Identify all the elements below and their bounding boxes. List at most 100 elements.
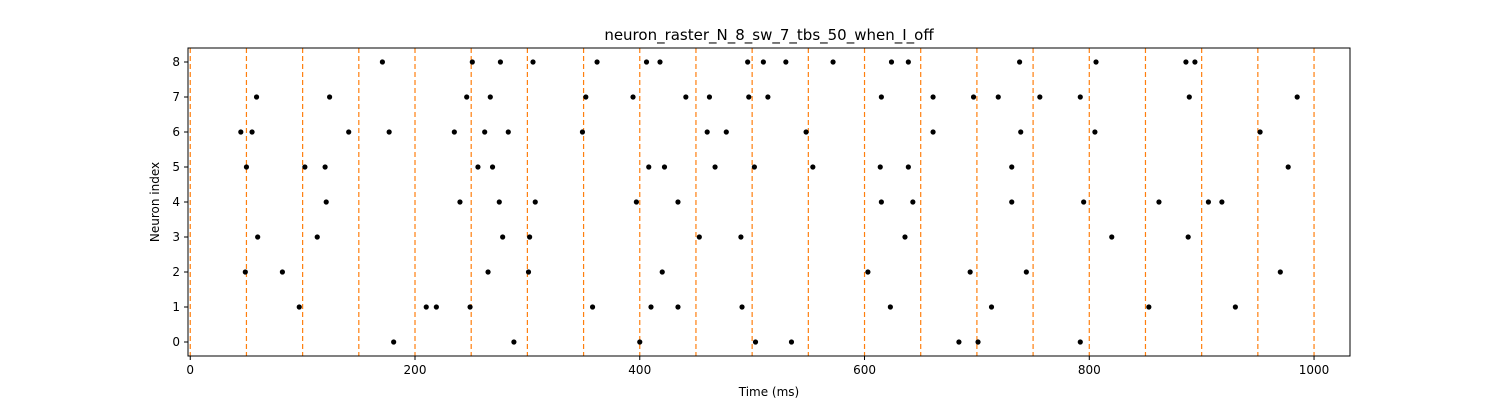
spike-point bbox=[902, 234, 908, 240]
spike-point bbox=[423, 304, 429, 310]
spike-point bbox=[930, 129, 936, 135]
spike-point bbox=[659, 269, 665, 275]
spike-point bbox=[633, 199, 639, 205]
x-tick-label: 0 bbox=[186, 363, 194, 377]
spike-point bbox=[643, 59, 650, 65]
y-tick-label: 8 bbox=[172, 55, 180, 69]
spike-point bbox=[238, 129, 244, 135]
spike-point bbox=[497, 59, 504, 65]
y-tick-label: 1 bbox=[172, 300, 180, 314]
spike-point bbox=[675, 304, 681, 310]
spike-point bbox=[745, 59, 751, 65]
spike-point bbox=[511, 339, 517, 345]
x-axis-ticks: 0 200 400 600 800 1000 bbox=[186, 356, 1329, 377]
spike-point bbox=[905, 164, 911, 170]
spike-point bbox=[482, 129, 488, 135]
spike-point bbox=[810, 164, 816, 170]
spike-point bbox=[930, 94, 936, 100]
spike-point bbox=[386, 129, 392, 135]
spike-point bbox=[249, 129, 255, 135]
spike-point bbox=[988, 304, 995, 310]
spike-point bbox=[1018, 129, 1024, 135]
spike-point bbox=[527, 234, 533, 240]
spike-point bbox=[995, 94, 1001, 100]
y-tick-label: 5 bbox=[172, 160, 180, 174]
spike-point bbox=[1186, 94, 1192, 100]
spike-point bbox=[956, 339, 962, 345]
spike-point bbox=[788, 339, 795, 345]
spike-point bbox=[751, 164, 757, 170]
spike-point bbox=[500, 234, 506, 240]
spike-point bbox=[830, 59, 836, 65]
spike-point bbox=[887, 304, 893, 310]
spike-point bbox=[525, 269, 532, 275]
spike-point bbox=[489, 164, 496, 170]
spike-point bbox=[485, 269, 491, 275]
spike-point bbox=[1285, 164, 1291, 170]
spike-point bbox=[760, 59, 766, 65]
y-tick-label: 0 bbox=[172, 335, 180, 349]
spike-point bbox=[530, 59, 536, 65]
plot-frame bbox=[187, 47, 1351, 357]
spike-point bbox=[1183, 59, 1189, 65]
spike-point bbox=[738, 234, 744, 240]
spike-point bbox=[878, 199, 884, 205]
x-axis-label: Time (ms) bbox=[738, 385, 800, 399]
spike-point bbox=[877, 164, 883, 170]
spike-point bbox=[630, 94, 636, 100]
x-tick-label: 600 bbox=[853, 363, 876, 377]
spike-point bbox=[1294, 94, 1300, 100]
spike-point bbox=[346, 129, 352, 135]
spike-point bbox=[243, 164, 250, 170]
spike-point bbox=[704, 129, 710, 135]
x-tick-label: 800 bbox=[1078, 363, 1101, 377]
spike-point bbox=[583, 94, 589, 100]
spike-point bbox=[1192, 59, 1198, 65]
spike-point bbox=[1092, 129, 1098, 135]
spike-point bbox=[1109, 234, 1115, 240]
spike-point bbox=[391, 339, 397, 345]
x-tick-label: 1000 bbox=[1299, 363, 1330, 377]
spike-point bbox=[1232, 304, 1238, 310]
spike-point bbox=[433, 304, 439, 310]
spike-point bbox=[712, 164, 718, 170]
spike-point bbox=[532, 199, 538, 205]
spike-point bbox=[451, 129, 457, 135]
spike-point bbox=[905, 59, 911, 65]
spike-point bbox=[1037, 94, 1043, 100]
stimulus-vlines bbox=[189, 48, 1315, 356]
spike-point bbox=[746, 94, 752, 100]
chart-title: neuron_raster_N_8_sw_7_tbs_50_when_I_off bbox=[604, 26, 934, 45]
spike-point bbox=[910, 199, 916, 205]
spike-point bbox=[1081, 199, 1087, 205]
spike-point bbox=[467, 304, 473, 310]
spike-point bbox=[1023, 269, 1029, 275]
spike-point bbox=[878, 94, 884, 100]
spike-point bbox=[752, 339, 759, 345]
spike-point bbox=[253, 94, 260, 100]
spike-point bbox=[1205, 199, 1212, 205]
spike-point bbox=[1077, 94, 1083, 100]
spike-point bbox=[302, 164, 308, 170]
spike-point bbox=[323, 199, 329, 205]
y-axis-ticks: 0 1 2 3 4 5 6 7 8 bbox=[172, 55, 188, 349]
spike-point bbox=[683, 94, 689, 100]
spike-point bbox=[1077, 339, 1083, 345]
spike-point bbox=[1185, 234, 1191, 240]
spike-point bbox=[1219, 199, 1225, 205]
spike-point bbox=[314, 234, 320, 240]
spike-point bbox=[706, 94, 713, 100]
spike-point bbox=[496, 199, 502, 205]
spike-point bbox=[579, 129, 586, 135]
y-axis-label: Neuron index bbox=[148, 162, 162, 242]
spike-point bbox=[739, 304, 745, 310]
spike-point bbox=[1257, 129, 1263, 135]
spike-point bbox=[646, 164, 652, 170]
spike-point bbox=[594, 59, 600, 65]
spike-point bbox=[657, 59, 663, 65]
spike-point bbox=[279, 269, 285, 275]
spike-point bbox=[487, 94, 493, 100]
spike-point bbox=[1277, 269, 1283, 275]
spike-point bbox=[975, 339, 981, 345]
spike-point bbox=[326, 94, 333, 100]
